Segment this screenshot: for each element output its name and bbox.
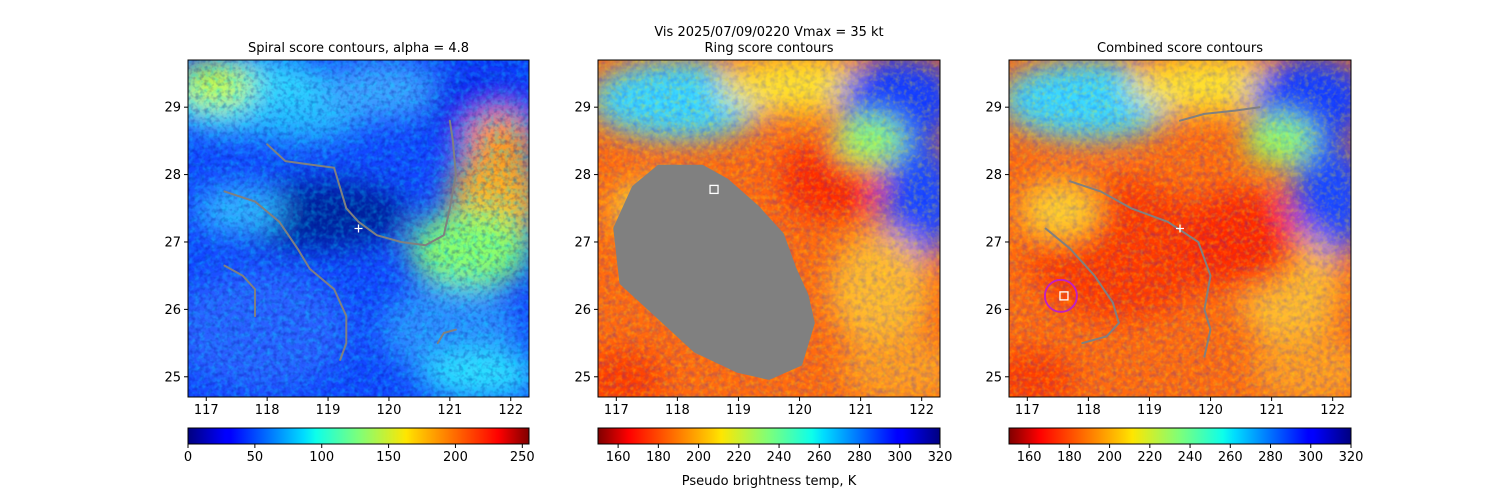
colorbar-spiral: 0 50 100 150 200 250	[184, 427, 535, 465]
markers-ring	[709, 184, 719, 195]
colorbar-tick-label: 320	[1339, 450, 1364, 465]
contour-line	[223, 264, 256, 318]
panel-spiral: Spiral score contours, alpha = 4.8 117 11…	[164, 41, 535, 465]
x-tick-label: 117	[604, 403, 629, 418]
contour-lines-combined	[1044, 106, 1261, 358]
colorbar-ring: 160 180 200 220 240 260 280 300 320 Pseudo brigh…	[597, 427, 953, 489]
heatmap-spiral	[188, 60, 529, 397]
colorbar-tick-label: 150	[376, 450, 401, 465]
heatmap-combined	[1009, 60, 1351, 397]
colorbar-tick-label: 240	[1178, 450, 1203, 465]
heatmap-ring	[598, 60, 940, 397]
colorbar-tick-label: 100	[309, 450, 334, 465]
ring-score-region	[613, 164, 815, 380]
contour-line	[1069, 180, 1212, 358]
panel-ring: Ring score contours 117 118 119 120 121 122 2…	[574, 41, 953, 489]
colorbar-tick-label: 200	[443, 450, 468, 465]
colorbar-tick-label: 180	[646, 450, 671, 465]
y-tick-label: 28	[985, 168, 1002, 183]
x-tick-label: 119	[726, 403, 751, 418]
x-tick-label: 119	[1137, 403, 1162, 418]
center-plus-marker	[354, 224, 363, 233]
colorbar-tick-label: 50	[247, 450, 264, 465]
y-tick-label: 27	[985, 235, 1002, 250]
y-tick-label: 25	[574, 370, 591, 385]
colorbar-tick-label: 280	[847, 450, 872, 465]
y-axis-ring: 25 26 27 28 29	[574, 101, 598, 385]
y-axis-spiral: 25 26 27 28 29	[164, 101, 188, 385]
colorbar-tick-label: 260	[807, 450, 832, 465]
colorbar-tick-label: 220	[726, 450, 751, 465]
y-tick-label: 28	[164, 168, 181, 183]
y-tick-label: 27	[164, 235, 181, 250]
colorbar-tick-label: 200	[1097, 450, 1122, 465]
colorbar-tick-label: 160	[606, 450, 631, 465]
x-tick-label: 117	[1015, 403, 1040, 418]
colorbar-tick-label: 200	[686, 450, 711, 465]
x-tick-label: 122	[909, 403, 934, 418]
y-tick-label: 28	[574, 168, 591, 183]
contour-line	[223, 190, 348, 361]
x-tick-label: 118	[255, 403, 280, 418]
y-axis-combined: 25 26 27 28 29	[985, 101, 1009, 385]
colorbar-tick-label: 220	[1137, 450, 1162, 465]
colorbar-combined: 160 180 200 220 240 260 280 300 320	[1008, 427, 1364, 465]
colorbar-tick-label: 300	[887, 450, 912, 465]
x-tick-label: 121	[848, 403, 873, 418]
colorbar-tick-label: 180	[1057, 450, 1082, 465]
y-tick-label: 29	[574, 101, 591, 116]
y-tick-label: 26	[574, 303, 591, 318]
x-tick-label: 121	[1259, 403, 1284, 418]
x-tick-label: 121	[437, 403, 462, 418]
x-axis-combined: 117 118 119 120 121 122	[1015, 397, 1345, 418]
panel-combined: Combined score contours 117 118 119 120 121 1…	[985, 41, 1364, 465]
panel-title-combined: Combined score contours	[1097, 41, 1263, 56]
x-tick-label: 120	[1198, 403, 1223, 418]
colorbar-tick-label: 260	[1218, 450, 1243, 465]
colorbar-label-ring: Pseudo brightness temp, K	[682, 474, 857, 489]
y-tick-label: 25	[985, 370, 1002, 385]
contour-line	[266, 119, 457, 247]
colorbar-tick-label: 300	[1298, 450, 1323, 465]
y-tick-label: 26	[985, 303, 1002, 318]
x-tick-label: 119	[316, 403, 341, 418]
colorbar-tick-label: 240	[767, 450, 792, 465]
y-tick-label: 29	[985, 101, 1002, 116]
x-axis-spiral: 117 118 119 120 121 122	[194, 397, 523, 418]
panel-title-spiral: Spiral score contours, alpha = 4.8	[248, 41, 469, 56]
square-marker	[1059, 291, 1069, 301]
x-tick-label: 120	[377, 403, 402, 418]
x-tick-label: 120	[787, 403, 812, 418]
contour-line	[1044, 227, 1120, 345]
contour-lines-spiral	[223, 119, 457, 361]
y-tick-label: 26	[164, 303, 181, 318]
panel-title-ring: Ring score contours	[704, 41, 833, 56]
center-plus-marker	[1176, 224, 1184, 233]
figure-suptitle: Vis 2025/07/09/0220 Vmax = 35 kt	[654, 25, 883, 40]
x-tick-label: 117	[194, 403, 219, 418]
colorbar-tick-label: 0	[184, 450, 192, 465]
x-tick-label: 118	[1076, 403, 1101, 418]
x-tick-label: 122	[1320, 403, 1345, 418]
x-tick-label: 122	[498, 403, 523, 418]
contour-line	[1179, 106, 1261, 122]
square-marker	[709, 184, 719, 195]
colorbar-tick-label: 160	[1017, 450, 1042, 465]
colorbar-tick-label: 320	[928, 450, 953, 465]
x-tick-label: 118	[665, 403, 690, 418]
circle-marker	[1043, 278, 1078, 313]
markers-spiral	[354, 224, 363, 233]
colorbar-tick-label: 250	[510, 450, 535, 465]
x-axis-ring: 117 118 119 120 121 122	[604, 397, 934, 418]
colorbar-tick-label: 280	[1258, 450, 1283, 465]
y-tick-label: 25	[164, 370, 181, 385]
y-tick-label: 29	[164, 101, 181, 116]
contour-line	[436, 328, 457, 345]
y-tick-label: 27	[574, 235, 591, 250]
markers-combined	[1043, 224, 1184, 313]
